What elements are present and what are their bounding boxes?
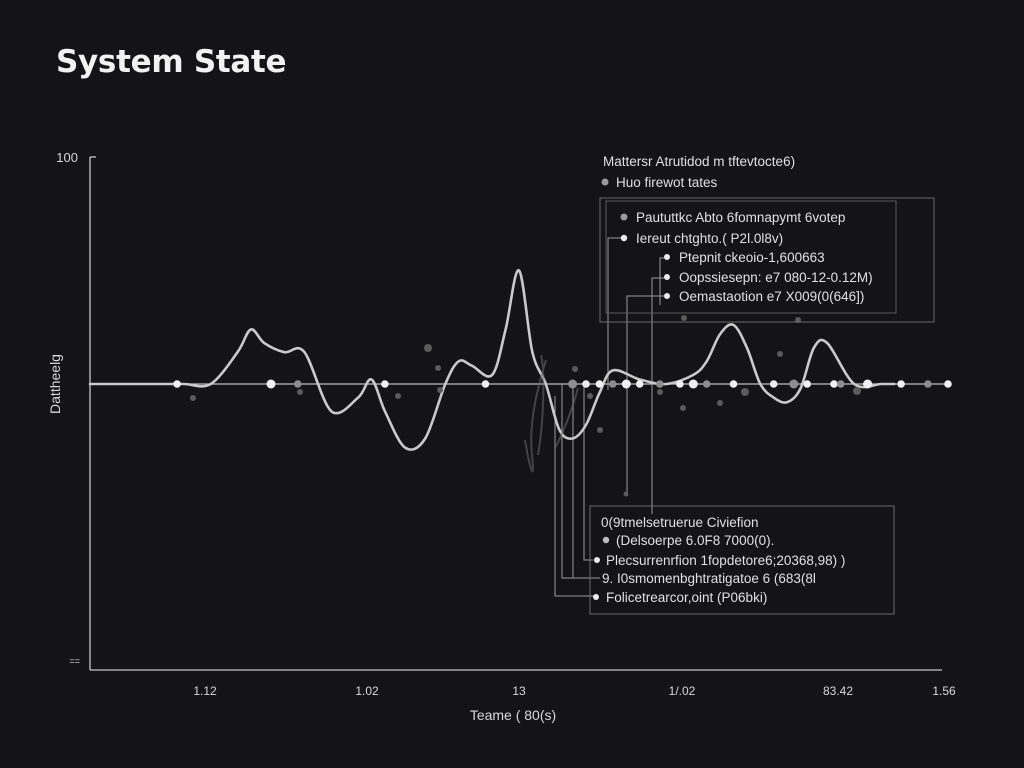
annotation-box-2-bullet-4	[593, 594, 599, 600]
x-tick-label: 13	[512, 684, 526, 698]
annotation-box-2-bullet-2	[594, 557, 600, 563]
y-tick-label-top: 100	[56, 150, 78, 165]
x-tick-label: 1/.02	[669, 684, 696, 698]
data-point	[609, 380, 617, 388]
annotation-box-1-line-3: Oopssiesepn: e7 080-12-0.12M)	[679, 270, 873, 285]
annotation-box-2	[589, 505, 895, 615]
series-line	[88, 269, 896, 451]
annotation-box-1-bullet-4	[664, 293, 670, 299]
annotation-box-1-bullet-3	[664, 274, 670, 280]
data-point	[266, 379, 276, 389]
x-tick-label: 1.12	[193, 684, 217, 698]
x-axis-label: Teame ( 80(s)	[470, 707, 556, 723]
data-point	[837, 380, 845, 388]
annotation-box-1-bullet-2	[664, 254, 670, 260]
data-point	[173, 380, 181, 388]
data-point	[656, 380, 664, 388]
ghost-strokes	[524, 354, 579, 473]
x-tick-label: 1.02	[355, 684, 379, 698]
data-markers	[173, 379, 952, 389]
data-point	[688, 379, 698, 389]
annotation-box-1-line-2: Ptepnit ckeoio-1,600663	[679, 250, 825, 265]
scatter-dots	[190, 315, 861, 497]
annotation-top-sub: Huo firewot tates	[616, 175, 718, 190]
annotation-box-2-line-2: Plecsurrenrfion 1fopdetore6;20368,98) )	[606, 553, 845, 568]
data-point	[294, 380, 302, 388]
data-point	[769, 380, 778, 388]
data-point	[830, 380, 838, 388]
annotation-box-2-bullet-1	[602, 536, 610, 544]
annotation-box-1-line-1: Iereut chtghto.( P2l.0l8v)	[636, 231, 783, 246]
y-tick-label-bottom: ==	[69, 656, 80, 666]
data-point	[924, 380, 932, 388]
data-point	[568, 379, 578, 389]
data-point	[803, 380, 811, 388]
x-tick-label: 83.42	[823, 684, 853, 698]
data-point	[789, 379, 799, 389]
annotation-box-1-outer	[599, 197, 935, 323]
chart-title: System State	[56, 44, 287, 80]
x-tick-label: 1.56	[932, 684, 956, 698]
annotation-box-1-line-0: Paututtkc Abto 6fomnapymt 6votep	[636, 210, 845, 225]
data-point	[595, 380, 604, 388]
annotation-top-bullet	[601, 178, 609, 186]
x-tick-labels: 1.12 1.02 13 1/.02 83.42 1.56	[193, 684, 956, 698]
annotation-box-1-bullet-0	[620, 213, 628, 221]
data-point	[582, 380, 590, 388]
y-axis-label: Dattheelg	[47, 354, 63, 414]
data-point	[897, 380, 905, 388]
data-point	[729, 380, 738, 388]
annotation-box-1-inner	[605, 200, 897, 314]
annotation-top-heading: Mattersr Atrutidod m tftevtocte6)	[603, 154, 795, 169]
annotation-box-2-line-4: Folicetrearcor,oint (P06bki)	[606, 590, 767, 605]
data-point	[381, 380, 389, 388]
annotation-box-2-line-0: 0(9tmelsetruerue Civiefion	[601, 515, 759, 530]
data-point	[944, 380, 952, 388]
data-point	[676, 380, 684, 388]
data-point	[635, 380, 644, 388]
data-point	[481, 380, 490, 388]
annotation-box-2-line-1: (Delsoerpe 6.0F8 7000(0).	[616, 533, 774, 548]
annotation-leaders	[554, 237, 666, 597]
data-point	[863, 379, 873, 389]
annotation-box-1-line-4: Oemastaotion e7 X009(0(646])	[679, 289, 864, 304]
data-point	[621, 379, 631, 389]
annotation-box-2-line-3: 9. I0smomenbghtratigatoe 6 (683(8l	[602, 571, 816, 586]
annotation-box-1-bullet-1	[620, 234, 628, 242]
data-point	[702, 380, 711, 388]
